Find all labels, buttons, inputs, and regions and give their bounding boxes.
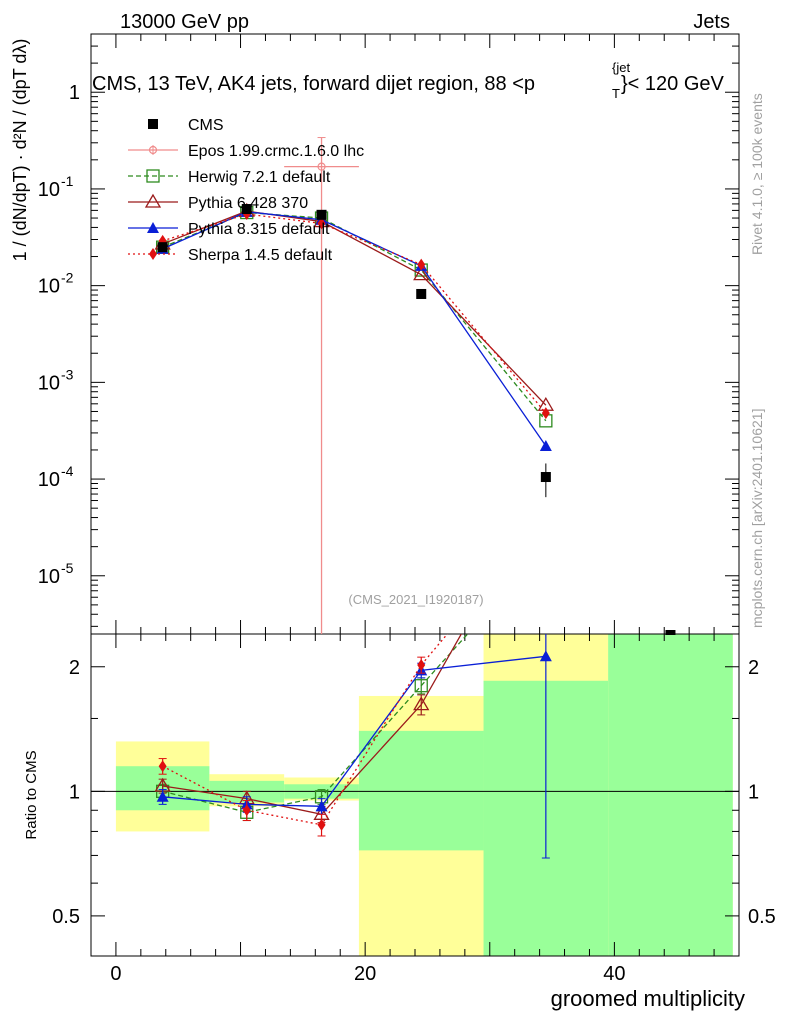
data-point bbox=[416, 288, 427, 299]
series-line bbox=[162, 213, 547, 414]
x-tick-label: 40 bbox=[603, 963, 625, 985]
legend-label: Pythia 8.315 default bbox=[188, 221, 330, 238]
legend-entry: Pythia 6.428 370 bbox=[128, 193, 308, 212]
ratio-point bbox=[242, 804, 251, 817]
y-tick-label-base: 10 bbox=[38, 372, 60, 394]
y-tick-ratio-label-right: 1 bbox=[748, 781, 759, 803]
legend-label: Sherpa 1.4.5 default bbox=[188, 247, 333, 264]
y-tick-label-exponent: -5 bbox=[61, 560, 74, 576]
rivet-version-label: Rivet 4.1.0, ≥ 100k events bbox=[749, 93, 765, 255]
y-tick-ratio-label: 0.5 bbox=[52, 906, 80, 928]
ratio-point bbox=[542, 511, 550, 523]
series-3-ratio bbox=[156, 634, 552, 859]
y-tick-label-base: 10 bbox=[38, 469, 60, 491]
series-point bbox=[413, 266, 430, 281]
ratio-point bbox=[413, 696, 430, 711]
band-green bbox=[608, 634, 733, 956]
ratio-point bbox=[156, 790, 169, 802]
series-line bbox=[162, 211, 547, 422]
y-tick-1e-5-label: 10 -5 bbox=[38, 560, 74, 588]
x-tick-label: 20 bbox=[354, 963, 376, 985]
series-3-main bbox=[156, 205, 552, 451]
y-tick-label-base: 10 bbox=[38, 179, 60, 201]
y-tick-label-exponent: -2 bbox=[61, 270, 74, 286]
data-point bbox=[241, 204, 252, 215]
chart-title-main: CMS, 13 TeV, AK4 jets, forward dijet reg… bbox=[92, 73, 535, 95]
y-tick-1e-2-label: 10 -2 bbox=[38, 270, 74, 298]
y-tick-label-base: 10 bbox=[38, 276, 60, 298]
band-green bbox=[358, 730, 484, 851]
data-point bbox=[316, 209, 327, 220]
y-tick-ratio-label: 2 bbox=[69, 657, 80, 679]
legend-entry: Herwig 7.2.1 default bbox=[128, 169, 331, 186]
ratio-point bbox=[315, 800, 328, 812]
y-axis-label-ratio: Ratio to CMS bbox=[23, 750, 40, 839]
chart-title-tail: }< 120 GeV bbox=[621, 73, 725, 95]
chart-title-superscript: {jet bbox=[612, 60, 630, 75]
legend-label: Epos 1.99.crmc.1.6.0 lhc bbox=[188, 143, 364, 160]
legend-label: Herwig 7.2.1 default bbox=[188, 169, 331, 186]
legend-marker bbox=[146, 169, 160, 183]
data-point bbox=[540, 472, 551, 483]
y-axis-label-text: 1 / (dN/dpT) · d²N / (dpT dλ) bbox=[10, 39, 30, 262]
legend-entry: CMS bbox=[148, 117, 224, 134]
series-4-ratio bbox=[158, 511, 550, 837]
series-4-main bbox=[158, 208, 550, 420]
ratio-point bbox=[158, 760, 167, 773]
x-tick-label: 0 bbox=[110, 963, 121, 985]
y-tick-ratio-label: 1 bbox=[69, 781, 80, 803]
data-points bbox=[157, 204, 551, 498]
y-tick-1e-4-label: 10 -4 bbox=[38, 463, 74, 491]
y-tick-label-exponent: -3 bbox=[61, 366, 74, 382]
series-point bbox=[417, 258, 426, 271]
legend-entry: Epos 1.99.crmc.1.6.0 lhc bbox=[128, 143, 364, 160]
y-axis-label-main: 1 / (dN/dpT) · d²N / (dpT dλ) bbox=[10, 39, 30, 262]
ratio-point bbox=[539, 650, 552, 662]
y-tick-1e-1-label: 10 -1 bbox=[38, 173, 74, 201]
legend-marker bbox=[149, 248, 157, 260]
y-tick-1-label: 1 bbox=[69, 82, 80, 104]
y-tick-1e-3-label: 10 -3 bbox=[38, 366, 74, 394]
ratio-point bbox=[540, 541, 552, 553]
legend-entry: Sherpa 1.4.5 default bbox=[128, 247, 333, 264]
ratio-point bbox=[417, 658, 426, 671]
chart-title-subscript: T bbox=[612, 86, 620, 101]
series-point bbox=[317, 217, 326, 230]
legend-entry: Pythia 8.315 default bbox=[128, 221, 330, 238]
ratio-point bbox=[317, 818, 326, 831]
y-tick-ratio-label-right: 0.5 bbox=[748, 906, 776, 928]
main-panel-marks bbox=[154, 137, 554, 634]
mcplots-label: mcplots.cern.ch [arXiv:2401.10621] bbox=[749, 409, 765, 628]
legend-label: Pythia 6.428 370 bbox=[188, 195, 308, 212]
y-tick-label-exponent: -4 bbox=[61, 463, 74, 479]
y-tick-label-exponent: -1 bbox=[61, 173, 74, 189]
legend-marker bbox=[148, 119, 158, 129]
data-point-clipped bbox=[665, 630, 676, 635]
series-point bbox=[541, 407, 550, 420]
legend: CMS Epos 1.99.crmc.1.6.0 lhc Herwig 7.2.1 … bbox=[128, 117, 364, 264]
y-tick-label: 1 bbox=[69, 82, 80, 104]
analysis-tag: (CMS_2021_I1920187) bbox=[348, 592, 483, 607]
legend-marker bbox=[144, 193, 162, 208]
data-point bbox=[157, 242, 168, 253]
y-tick-label-base: 10 bbox=[38, 566, 60, 588]
y-tick-ratio-label-right: 2 bbox=[748, 657, 759, 679]
series-point bbox=[539, 439, 552, 451]
observable-label: Jets bbox=[693, 11, 730, 33]
x-axis-label: groomed multiplicity bbox=[551, 986, 745, 1011]
collision-label: 13000 GeV pp bbox=[120, 11, 249, 33]
chart-title: CMS, 13 TeV, AK4 jets, forward dijet reg… bbox=[92, 60, 725, 101]
legend-marker bbox=[147, 222, 159, 233]
series-line bbox=[162, 210, 547, 406]
ratio-panel-marks bbox=[154, 511, 552, 859]
legend-label: CMS bbox=[188, 117, 224, 134]
ratio-point bbox=[414, 679, 428, 693]
